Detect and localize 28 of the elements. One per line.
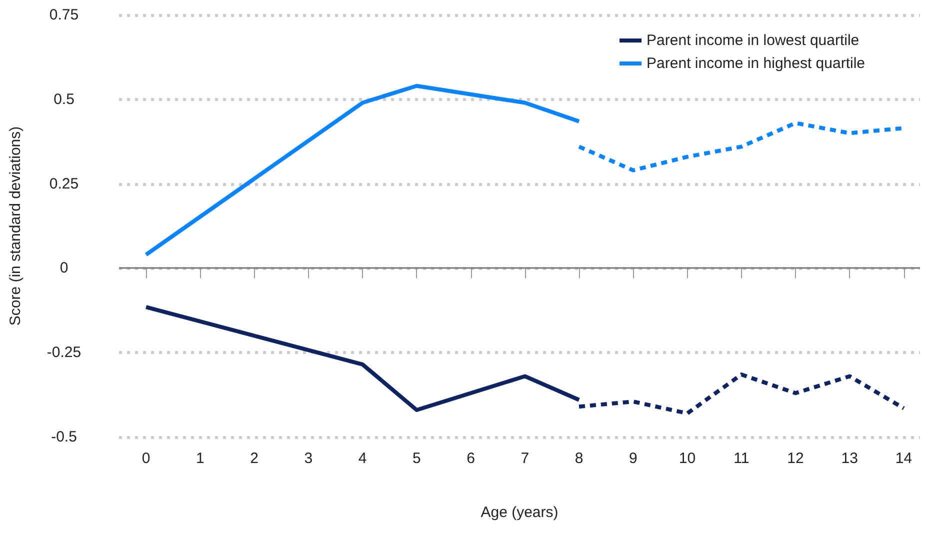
x-tick-label: 10: [678, 450, 696, 467]
y-tick-label: 0.5: [54, 90, 74, 108]
line-series: [577, 372, 906, 416]
x-tick-label: 5: [412, 450, 421, 467]
y-tick-label: 0: [60, 260, 68, 277]
x-tick-label: 12: [787, 450, 804, 467]
x-tick-label: 0: [142, 450, 150, 467]
x-tick-label: 11: [734, 450, 750, 467]
line-series: [144, 305, 582, 412]
x-tick-label: 13: [841, 450, 858, 467]
y-tick-label: -0.5: [51, 428, 77, 446]
y-axis-title: Score (in standard deviations): [7, 126, 24, 326]
y-tick-label: 0.25: [49, 175, 79, 192]
line-series: [144, 84, 582, 257]
x-tick-label: 14: [895, 450, 912, 467]
x-tick-label: 8: [574, 450, 584, 467]
x-tick-label: 6: [466, 450, 475, 467]
x-tick-label: 1: [196, 450, 204, 467]
y-tick-label: -0.25: [46, 344, 82, 362]
x-axis-title: Age (years): [480, 504, 558, 521]
x-tick-label: 4: [358, 450, 367, 467]
legend-label: Parent income in lowest quartile: [646, 32, 860, 49]
legend-label: Parent income in highest quartile: [646, 55, 866, 72]
x-tick-label: 3: [304, 450, 313, 467]
y-tick-label: 0.75: [49, 6, 79, 24]
x-tick-label: 7: [520, 450, 530, 467]
x-tick-label: 9: [628, 450, 638, 467]
x-tick-label: 2: [250, 450, 258, 467]
